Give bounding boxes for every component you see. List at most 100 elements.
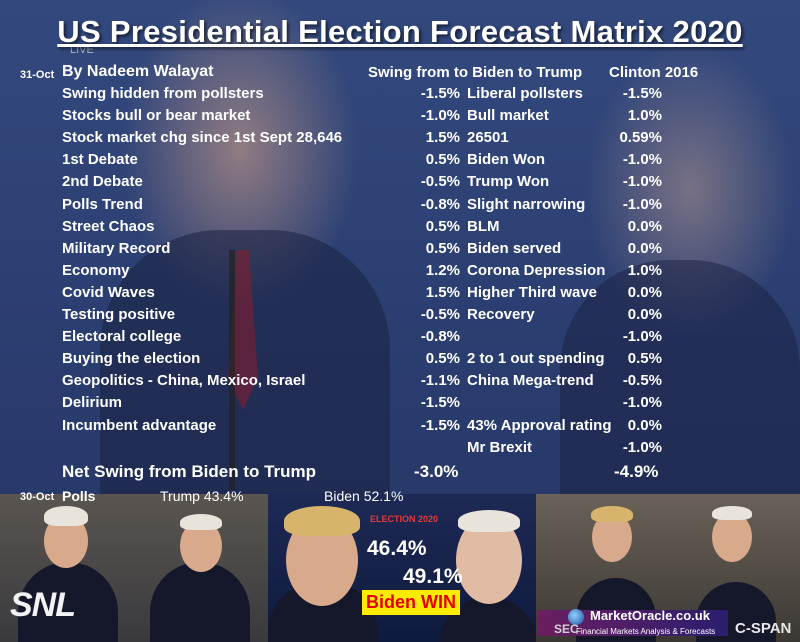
row-note: Biden served — [467, 239, 562, 257]
row-clinton: -0.5% — [622, 372, 662, 390]
row-swing: 1.2% — [425, 261, 460, 279]
row-clinton: -1.0% — [622, 438, 662, 456]
row-swing: -1.1% — [420, 372, 460, 390]
row-swing: -0.5% — [420, 306, 460, 323]
background-figure-right — [560, 260, 800, 500]
row-label: Delirium — [62, 394, 123, 412]
row-clinton: 0.5% — [627, 350, 662, 368]
table-row: Military Record 0.5% Biden served 0.0% — [0, 240, 800, 262]
background-microphone — [229, 250, 235, 490]
row-note: 43% Approval rating — [467, 416, 612, 434]
row-label: Polls Trend — [62, 195, 143, 213]
polls-trump: Trump 43.4% — [160, 488, 244, 504]
row-swing: -1.0% — [420, 107, 460, 125]
row-swing: -0.8% — [420, 195, 460, 213]
row-label: Covid Waves — [62, 283, 155, 301]
result-badge: Biden WIN — [362, 590, 460, 615]
row-clinton: -1.5% — [622, 85, 662, 102]
snl-figure-left — [18, 562, 118, 642]
row-clinton: 0.0% — [627, 283, 662, 301]
table-row: Testing positive -0.5% Recovery 0.0% — [0, 306, 800, 328]
table-row: 1st Debate 0.5% Biden Won -1.0% — [0, 151, 800, 173]
table-row: Street Chaos 0.5% BLM 0.0% — [0, 218, 800, 240]
row-note: 2 to 1 out spending — [467, 350, 605, 368]
row-swing: -0.8% — [420, 328, 460, 346]
row-swing: -1.5% — [420, 416, 460, 434]
row-note: Mr Brexit — [467, 438, 533, 456]
polls-date: 30-Oct — [20, 491, 55, 503]
row-clinton: 0.0% — [627, 217, 662, 235]
row-note: BLM — [467, 217, 500, 235]
table-row: Buying the election 0.5% 2 to 1 out spendi… — [0, 350, 800, 372]
row-clinton: 0.0% — [627, 416, 662, 434]
row-swing: 0.5% — [425, 239, 460, 257]
author: By Nadeem Walayat — [62, 63, 214, 80]
sec-text: SEC — [554, 622, 579, 636]
table-row: Mr Brexit -1.0% — [0, 439, 800, 461]
snl-hair-left — [44, 506, 88, 526]
row-label: Geopolitics - China, Mexico, Israel — [62, 372, 306, 390]
row-clinton: 0.59% — [619, 129, 662, 147]
table-row: Swing hidden from pollsters -1.5% Liberal … — [0, 85, 800, 107]
polls-biden: Biden 52.1% — [324, 488, 404, 504]
net-swing-label: Net Swing from Biden to Trump — [62, 462, 317, 481]
row-clinton: -1.0% — [622, 173, 662, 191]
row-note: Corona Depression — [467, 261, 606, 279]
row-clinton: -1.0% — [622, 151, 662, 169]
election-tag: ELECTION 2020 — [370, 514, 439, 524]
row-label: Economy — [62, 261, 130, 279]
table-row: Stocks bull or bear market -1.0% Bull mark… — [0, 107, 800, 129]
row-note: Slight narrowing — [467, 195, 586, 213]
header-clinton: Clinton 2016 — [609, 64, 699, 81]
row-clinton: 0.0% — [627, 239, 662, 257]
row-note: Liberal pollsters — [467, 85, 583, 102]
row-swing: -1.5% — [420, 394, 460, 412]
row-clinton: 0.0% — [627, 306, 662, 323]
snl-hair-right — [180, 514, 222, 530]
table-row: Covid Waves 1.5% Higher Third wave 0.0% — [0, 284, 800, 306]
row-label: Stock market chg since 1st Sept 28,646 — [62, 129, 343, 147]
row-swing: -0.5% — [420, 173, 460, 191]
debate-head-right — [712, 512, 752, 562]
trump-hair — [284, 506, 360, 536]
debate-hair-left — [591, 506, 633, 522]
row-swing: 0.5% — [425, 217, 460, 235]
page-title: US Presidential Election Forecast Matrix… — [57, 14, 743, 49]
globe-icon — [568, 609, 584, 625]
biden-hair — [458, 510, 520, 532]
row-label: Street Chaos — [62, 217, 155, 235]
table-row: Polls Trend -0.8% Slight narrowing -1.0% — [0, 196, 800, 218]
row-note: Biden Won — [467, 151, 546, 169]
net-clinton-value: -4.9% — [614, 462, 659, 481]
row-swing: 0.5% — [425, 350, 460, 368]
row-label: Testing positive — [62, 306, 176, 323]
row-swing: 0.5% — [425, 151, 460, 169]
row-note: Higher Third wave — [467, 283, 598, 301]
table-row: Electoral college -0.8% -1.0% — [0, 328, 800, 350]
table-row: 2nd Debate -0.5% Trump Won -1.0% — [0, 173, 800, 195]
row-swing: 1.5% — [425, 129, 460, 147]
snl-logo: SNL — [10, 586, 76, 624]
row-label: Military Record — [62, 239, 171, 257]
row-clinton: -1.0% — [622, 394, 662, 412]
brand-name: MarketOracle.co.uk — [590, 608, 710, 623]
photo-snl: SNL — [0, 494, 268, 642]
row-clinton: 1.0% — [627, 261, 662, 279]
table-row: Economy 1.2% Corona Depression 1.0% — [0, 262, 800, 284]
table-row: Delirium -1.5% -1.0% — [0, 394, 800, 416]
table-row: Geopolitics - China, Mexico, Israel -1.1%… — [0, 372, 800, 394]
table-row: Incumbent advantage -1.5% 43% Approval rat… — [0, 417, 800, 439]
debate-hair-right — [712, 506, 752, 520]
table-row: Stock market chg since 1st Sept 28,646 1.… — [0, 129, 800, 151]
net-swing-value: -3.0% — [414, 462, 459, 481]
row-label: Electoral college — [62, 328, 182, 346]
row-label: 1st Debate — [62, 151, 138, 169]
header-swing: Swing from to Biden to Trump — [368, 64, 583, 81]
row-note: Bull market — [467, 107, 549, 125]
row-label: Incumbent advantage — [62, 416, 217, 434]
row-note: 26501 — [467, 129, 509, 147]
row-note: Recovery — [467, 306, 535, 323]
row-note: Trump Won — [467, 173, 550, 191]
row-clinton: -1.0% — [622, 328, 662, 346]
row-swing: 1.5% — [425, 283, 460, 301]
